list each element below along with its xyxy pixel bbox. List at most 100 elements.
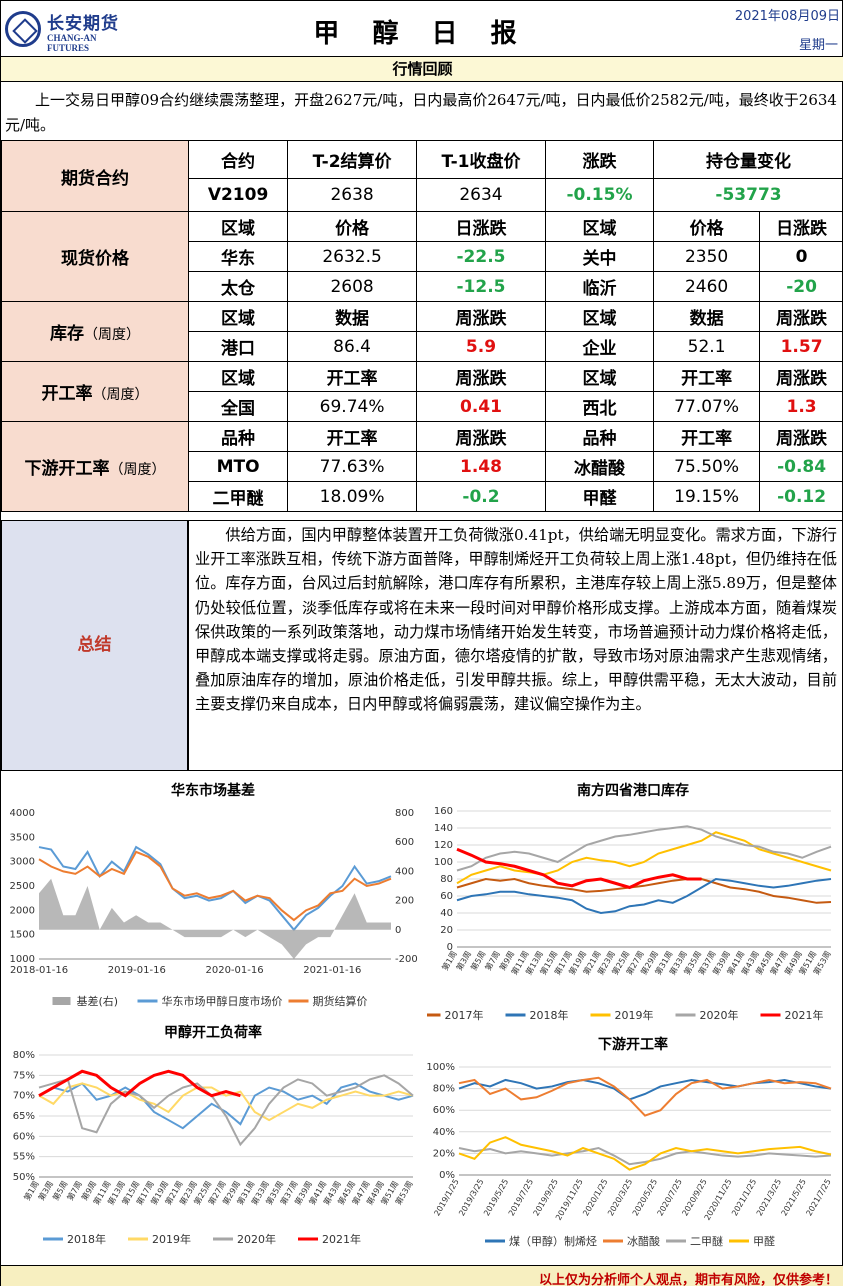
th: 价格 (653, 211, 761, 242)
cell: 86.4 (287, 331, 418, 362)
legend-label: 华东市场甲醇日度市场价 (162, 994, 283, 1008)
x-tick-label: 2019-01-16 (108, 965, 166, 976)
cell: 19.15% (653, 481, 761, 512)
cell: 1.57 (759, 331, 843, 362)
th: T-2结算价 (287, 140, 418, 179)
y2-tick-label: 800 (395, 808, 414, 819)
y-tick-label: 120 (434, 840, 453, 851)
x-tick-label: 2021/1/25 (730, 1178, 758, 1218)
th: 合约 (187, 140, 289, 179)
y-tick-label: 100% (427, 1062, 455, 1073)
series-line (38, 1082, 414, 1122)
y-tick-label: 70% (13, 1091, 35, 1102)
series-line (458, 1076, 832, 1117)
disclaimer: 以上仅为分析师个人观点，期市有风险，仅供参考！ (538, 1273, 838, 1286)
y-tick-label: 80% (13, 1050, 35, 1061)
futures-label: 期货合约 (1, 140, 189, 212)
legend-label: 二甲醚 (690, 1234, 723, 1248)
y-tick-label: 75% (13, 1070, 35, 1081)
th: 周涨跌 (416, 421, 546, 452)
operating-label: 开工率（周度） (1, 361, 189, 422)
legend-label: 2019年 (152, 1232, 191, 1246)
report-title: 甲 醇 日 报 (313, 19, 529, 49)
chart-svg: 南方四省港口库存020406080100120140160第1周第3周第5周第7… (427, 782, 833, 1022)
y-tick-label: 2500 (10, 881, 35, 892)
y2-tick-label: 400 (395, 866, 414, 877)
y-tick-label: 140 (434, 823, 453, 834)
cell: 港口 (187, 331, 289, 362)
cell: 2632.5 (287, 241, 418, 272)
legend-label: 2018年 (530, 1008, 569, 1022)
x-tick-label: 2018-01-16 (10, 965, 68, 976)
y-tick-label: 0% (439, 1170, 455, 1181)
market-review: 上一交易日甲醇09合约继续震荡整理，开盘2627元/吨，日内最高价2647元/吨… (5, 91, 837, 134)
th: 区域 (544, 211, 655, 242)
y2-tick-label: 200 (395, 896, 414, 907)
legend-label: 期货结算价 (313, 994, 368, 1008)
cell: 0.41 (416, 391, 546, 422)
legend-label: 冰醋酸 (627, 1234, 660, 1248)
th: 持仓量变化 (653, 140, 843, 179)
cell: 52.1 (653, 331, 761, 362)
legend-label: 2021年 (322, 1232, 361, 1246)
x-tick-label: 2020/7/25 (656, 1178, 684, 1218)
inventory-label: 库存（周度） (1, 301, 189, 362)
th: 周涨跌 (759, 421, 843, 452)
y-tick-label: 80 (440, 874, 453, 885)
x-tick-label: 2019/3/25 (457, 1178, 485, 1218)
series-line (456, 825, 832, 872)
cell: 关中 (544, 241, 655, 272)
cell: 69.74% (287, 391, 418, 422)
legend-label: 2018年 (67, 1232, 106, 1246)
cell: 甲醛 (544, 481, 655, 512)
series-line (38, 845, 392, 932)
basis-chart: 华东市场基差 1000 1500 2000 2500 3000 3500 4000 -200 0 2… (5, 775, 421, 1015)
cell: 5.9 (416, 331, 546, 362)
cell: 77.07% (653, 391, 761, 422)
data-table: 期货合约 合约 T-2结算价 T-1收盘价 涨跌 持仓量变化 V2109 263… (1, 140, 843, 512)
cell: 2638 (287, 178, 418, 212)
company-logo: 长安期货 CHANG-AN FUTURES (5, 7, 135, 53)
y-tick-label: 1000 (10, 954, 35, 965)
cell: 0 (759, 241, 843, 272)
series-line (38, 850, 392, 922)
contract-code: V2109 (187, 178, 289, 212)
x-tick-label: 2019/9/25 (532, 1178, 560, 1218)
x-tick-label: 2019/7/25 (507, 1178, 535, 1218)
th: 区域 (544, 301, 655, 332)
y-tick-label: 20% (433, 1148, 455, 1159)
chart-svg: 甲醇开工负荷率50%55%60%65%70%75%80%第1周第3周第5周第7周… (13, 1024, 415, 1246)
y-tick-label: 65% (13, 1111, 35, 1122)
chart-svg: 下游开工率 0% 20% 40% 60% 80% 100% 2019/1/252019/3/2… (427, 1036, 833, 1248)
th: 区域 (544, 361, 655, 392)
th: 价格 (287, 211, 418, 242)
th: 涨跌 (544, 140, 655, 179)
x-tick-label: 2020-01-16 (205, 965, 263, 976)
th: 开工率 (287, 421, 418, 452)
y2-tick-label: -200 (395, 954, 418, 965)
cell: -22.5 (416, 241, 546, 272)
cell: 二甲醚 (187, 481, 289, 512)
y-tick-label: 1500 (10, 930, 35, 941)
chart-title: 南方四省港口库存 (577, 782, 689, 799)
y2-tick-label: 600 (395, 837, 414, 848)
cell: -0.2 (416, 481, 546, 512)
x-tick-label: 2020/5/25 (631, 1178, 659, 1218)
th: 开工率 (653, 361, 761, 392)
downstream-operating-chart: 下游开工率 0% 20% 40% 60% 80% 100% 2019/1/25 2019/3/2… (427, 1031, 839, 1251)
x-tick-label: 2020/3/25 (606, 1178, 634, 1218)
th: T-1收盘价 (416, 140, 546, 179)
cell: 西北 (544, 391, 655, 422)
cell: 77.63% (287, 451, 418, 482)
port-inventory-chart: 南方四省港口库存 0 20 40 60 80 100 120 140 160 第1周 第3周 第5周 第7… (427, 775, 839, 1025)
th: 数据 (287, 301, 418, 332)
series-line (38, 1082, 414, 1130)
x-tick-label: 2021-01-16 (303, 965, 361, 976)
series-line (38, 1069, 241, 1098)
th: 日涨跌 (416, 211, 546, 242)
x-tick-label: 2021/7/25 (804, 1178, 832, 1218)
th: 开工率 (287, 361, 418, 392)
logo-en: CHANG-AN FUTURES (47, 33, 97, 53)
cell: 18.09% (287, 481, 418, 512)
